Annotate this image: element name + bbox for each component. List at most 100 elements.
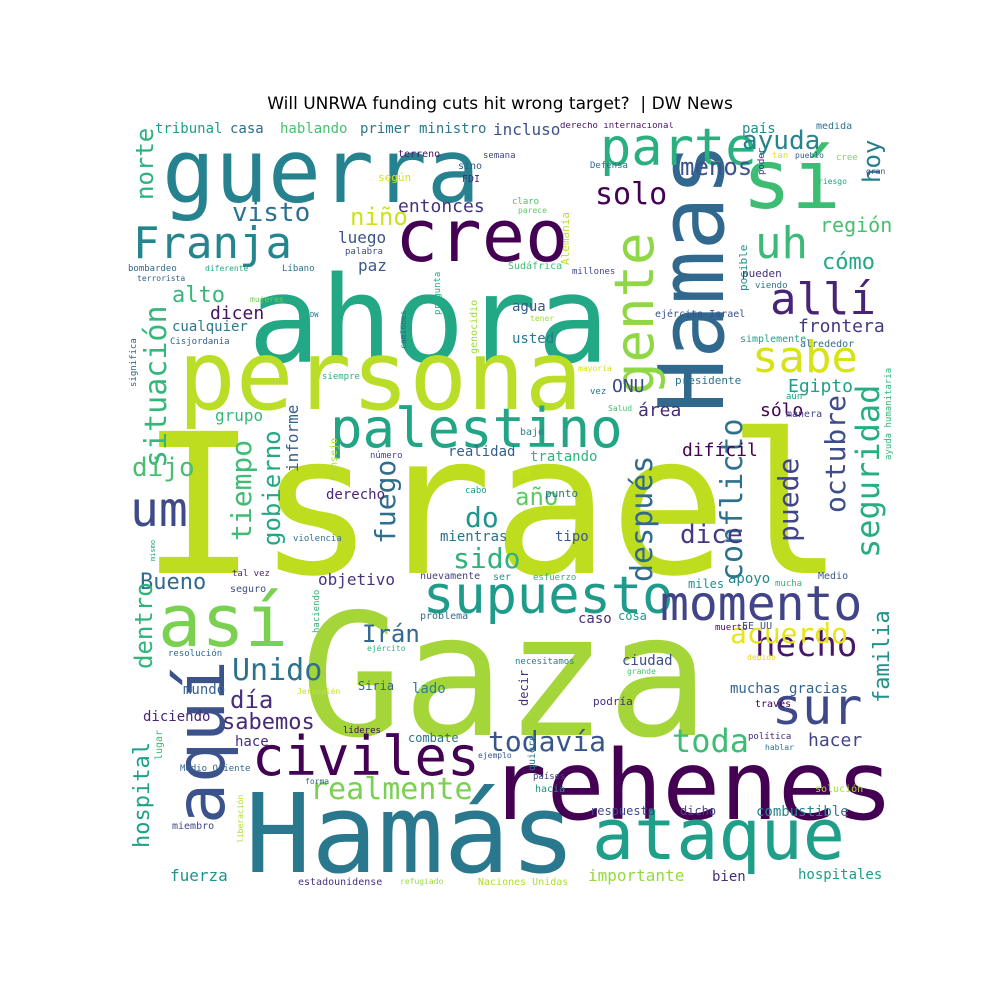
cloud-word-defensa: Defensa (590, 161, 628, 171)
cloud-word-decir: decir (517, 669, 531, 706)
cloud-word-bombardeo: bombardeo (128, 264, 177, 274)
cloud-word-um: um (130, 482, 188, 538)
cloud-word-problema: problema (420, 611, 469, 622)
cloud-word-refugiado: refugiado (400, 877, 444, 886)
cloud-word-hablando: hablando (280, 122, 348, 137)
cloud-word-area: área (638, 400, 682, 421)
cloud-word-gaza: Gaza (300, 578, 710, 776)
cloud-word-presidente: presidente (675, 374, 742, 387)
cloud-word-como: cómo (822, 250, 875, 275)
cloud-word-millones: millones (572, 267, 616, 277)
cloud-word-medio: Medio (818, 571, 849, 582)
cloud-word-mujeres: mujeres (250, 295, 284, 304)
cloud-word-usted: usted (512, 331, 555, 347)
cloud-word-palestino: palestino (330, 397, 623, 460)
cloud-word-resolucion: resolución (168, 649, 223, 659)
cloud-word-apoyo: apoyo (728, 571, 771, 587)
cloud-word-vez: vez (590, 387, 607, 397)
cloud-word-alli: allí (770, 274, 876, 325)
cloud-word-tribunal: tribunal (155, 122, 223, 137)
cloud-word-uh: uh (755, 218, 808, 269)
cloud-word-onu: ONU (612, 376, 645, 397)
cloud-word-menos: menos (680, 153, 753, 181)
cloud-word-sido: sido (453, 542, 521, 575)
cloud-word-despues: después (625, 455, 660, 582)
cloud-word-punto: punto (545, 487, 579, 500)
cloud-word-siempre: siempre (322, 372, 360, 382)
cloud-word-pregunta: pregunta (433, 271, 443, 315)
cloud-word-tipo: tipo (555, 529, 589, 545)
cloud-word-lado: lado (412, 681, 446, 697)
cloud-word-poder: poder (757, 147, 767, 175)
cloud-word-riesgo: riesgo (818, 177, 847, 186)
cloud-word-do: do (465, 501, 499, 534)
cloud-word-palabra: palabra (345, 247, 383, 257)
chart-title: Will UNRWA funding cuts hit wrong target… (267, 94, 733, 114)
cloud-word-ayuda: ayuda (742, 126, 821, 156)
cloud-word-dicen: dicen (210, 303, 265, 324)
cloud-word-claro: claro (512, 197, 540, 207)
cloud-word-primer-ministro: primer ministro (360, 122, 487, 137)
cloud-word-diferente: diferente (205, 264, 249, 273)
cloud-word-significa: significa (129, 338, 139, 387)
cloud-word-alto: alto (172, 283, 225, 308)
cloud-word-dijo: dijo (132, 453, 195, 483)
cloud-word-tiempo: tiempo (225, 439, 258, 541)
cloud-word-podria: podría (593, 695, 633, 708)
cloud-word-solo: solo (595, 177, 668, 212)
cloud-word-grande: grande (627, 667, 656, 676)
cloud-word-mismo: mismo (149, 539, 157, 561)
cloud-word-ataque: ataque (592, 794, 845, 876)
cloud-word-dificil: difícil (682, 440, 758, 461)
cloud-word-cabo: cabo (465, 486, 487, 496)
cloud-word-sur: sur (772, 678, 863, 736)
cloud-word-tan: tan (772, 151, 789, 161)
cloud-word-esfuerzo: esfuerzo (533, 573, 577, 583)
cloud-word-sabemos: sabemos (222, 710, 315, 735)
cloud-word-mayoria: mayoría (578, 364, 612, 373)
cloud-word-hablar: hablar (765, 743, 794, 752)
cloud-word-parece: parece (518, 206, 547, 215)
cloud-word-mientras: mientras (440, 529, 508, 545)
cloud-word-rehenes: rehenes (489, 730, 894, 842)
cloud-word-creo: creo (395, 194, 569, 278)
cloud-word-camiones: camiones (399, 310, 408, 349)
cloud-word-forma: forma (305, 777, 330, 786)
cloud-word-unido: Unido (232, 653, 323, 688)
cloud-word-necesitamos: necesitamos (515, 657, 575, 667)
cloud-word-sudafrica: Sudáfrica (508, 261, 563, 272)
cloud-word-ejercito-israel: ejército Israel (655, 309, 746, 320)
cloud-word-medio-oriente: Medio Oriente (180, 764, 251, 774)
cloud-word-fuerza: fuerza (170, 866, 228, 885)
cloud-word-fdi: FDI (462, 174, 481, 185)
cloud-word-entonces: entonces (398, 196, 485, 217)
cloud-word-acuerdo: acuerdo (730, 617, 849, 650)
cloud-word-octubre: octubre (819, 394, 852, 513)
cloud-word-importante: importante (588, 866, 685, 885)
cloud-word-bajo: bajo (520, 427, 545, 438)
cloud-word-cosa: cosa (618, 609, 647, 623)
cloud-word-persona: persona (178, 320, 583, 432)
cloud-word-consejo: Consejo (329, 437, 340, 480)
cloud-word-dentro: dentro (130, 582, 158, 669)
cloud-word-hamas: Hamás (245, 770, 577, 889)
cloud-word-estadounidense: estadounidense (298, 877, 383, 888)
cloud-word-puede: puede (772, 457, 805, 542)
cloud-word-libano: Líbano (282, 264, 315, 274)
cloud-word-franja: Franja (133, 218, 292, 269)
cloud-word-nuevamente: nuevamente (420, 571, 481, 582)
cloud-word-israel: Israel (140, 392, 845, 619)
cloud-word-quiero: quiero (527, 734, 538, 771)
cloud-word-hoy: hoy (858, 139, 886, 183)
cloud-word-miles: miles (688, 577, 725, 591)
cloud-word-combate: combate (408, 731, 459, 745)
cloud-word-violencia: violencia (293, 534, 342, 544)
cloud-word-naciones-unidas: Naciones Unidas (478, 877, 569, 888)
cloud-word-alemania: Alemania (559, 212, 572, 265)
cloud-word-si: sí (742, 133, 841, 228)
cloud-word-realidad: realidad (448, 444, 516, 460)
cloud-word-simplemente: simplemente (740, 334, 807, 345)
cloud-word-jerusalen: Jerusalén (297, 687, 341, 696)
cloud-word-derecho: derecho (326, 487, 386, 503)
cloud-word-ayuda-humanitaria: ayuda humanitaria (884, 367, 894, 460)
